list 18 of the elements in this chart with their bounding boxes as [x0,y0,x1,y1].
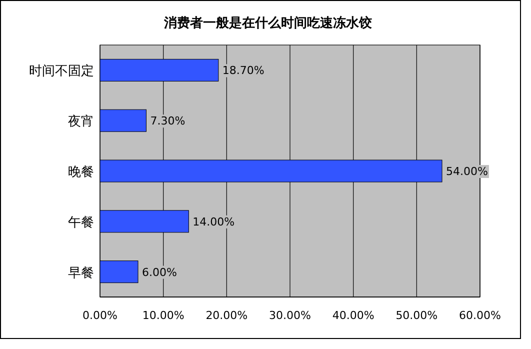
y-tick-label: 午餐 [68,215,94,230]
x-tick-label: 60.00% [459,309,501,322]
data-label: 18.70% [222,64,264,78]
x-tick-label: 50.00% [396,309,438,322]
x-tick-label: 20.00% [206,309,248,322]
y-tick-label: 晚餐 [68,165,94,180]
data-label: 7.30% [150,114,186,128]
x-tick-label: 40.00% [332,309,374,322]
y-tick-label: 夜宵 [68,114,94,130]
x-tick-label: 10.00% [142,309,184,322]
data-label: 6.00% [142,266,177,279]
data-label: 54.00% [446,165,488,178]
data-label: 14.00% [192,215,235,228]
y-tick-label: 时间不固定 [29,64,94,80]
chart-title: 消费者一般是在什么时间吃速冻水饺 [163,15,372,31]
x-tick-label: 0.00% [82,309,118,322]
x-tick-label: 30.00% [269,309,311,322]
y-tick-label: 早餐 [68,266,94,281]
